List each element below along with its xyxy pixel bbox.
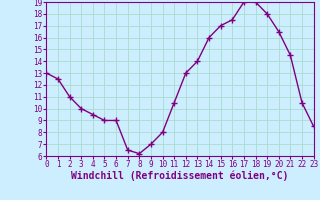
X-axis label: Windchill (Refroidissement éolien,°C): Windchill (Refroidissement éolien,°C) <box>71 171 289 181</box>
